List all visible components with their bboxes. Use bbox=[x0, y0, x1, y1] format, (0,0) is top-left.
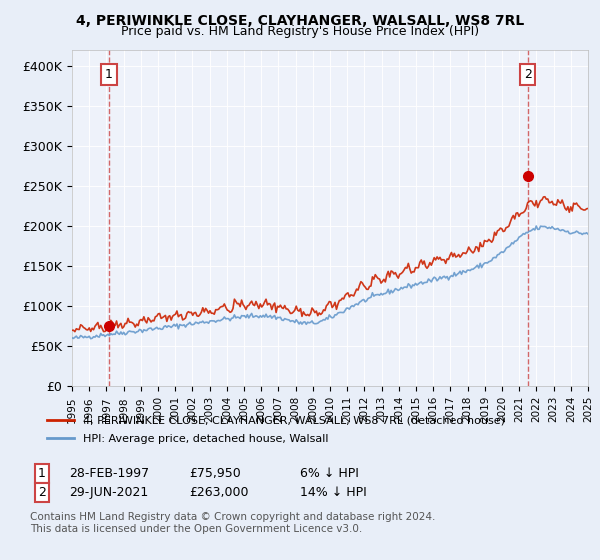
Text: 1: 1 bbox=[38, 466, 46, 480]
Text: 2: 2 bbox=[524, 68, 532, 81]
Text: 2: 2 bbox=[38, 486, 46, 500]
Text: 14% ↓ HPI: 14% ↓ HPI bbox=[300, 486, 367, 500]
Text: Contains HM Land Registry data © Crown copyright and database right 2024.
This d: Contains HM Land Registry data © Crown c… bbox=[30, 512, 436, 534]
Text: Price paid vs. HM Land Registry's House Price Index (HPI): Price paid vs. HM Land Registry's House … bbox=[121, 25, 479, 38]
Text: 4, PERIWINKLE CLOSE, CLAYHANGER, WALSALL, WS8 7RL: 4, PERIWINKLE CLOSE, CLAYHANGER, WALSALL… bbox=[76, 14, 524, 28]
Text: 29-JUN-2021: 29-JUN-2021 bbox=[69, 486, 148, 500]
Text: £263,000: £263,000 bbox=[189, 486, 248, 500]
Text: 1: 1 bbox=[105, 68, 113, 81]
Legend: 4, PERIWINKLE CLOSE, CLAYHANGER, WALSALL, WS8 7RL (detached house), HPI: Average: 4, PERIWINKLE CLOSE, CLAYHANGER, WALSALL… bbox=[41, 410, 511, 449]
Text: £75,950: £75,950 bbox=[189, 466, 241, 480]
Text: 28-FEB-1997: 28-FEB-1997 bbox=[69, 466, 149, 480]
Text: 6% ↓ HPI: 6% ↓ HPI bbox=[300, 466, 359, 480]
